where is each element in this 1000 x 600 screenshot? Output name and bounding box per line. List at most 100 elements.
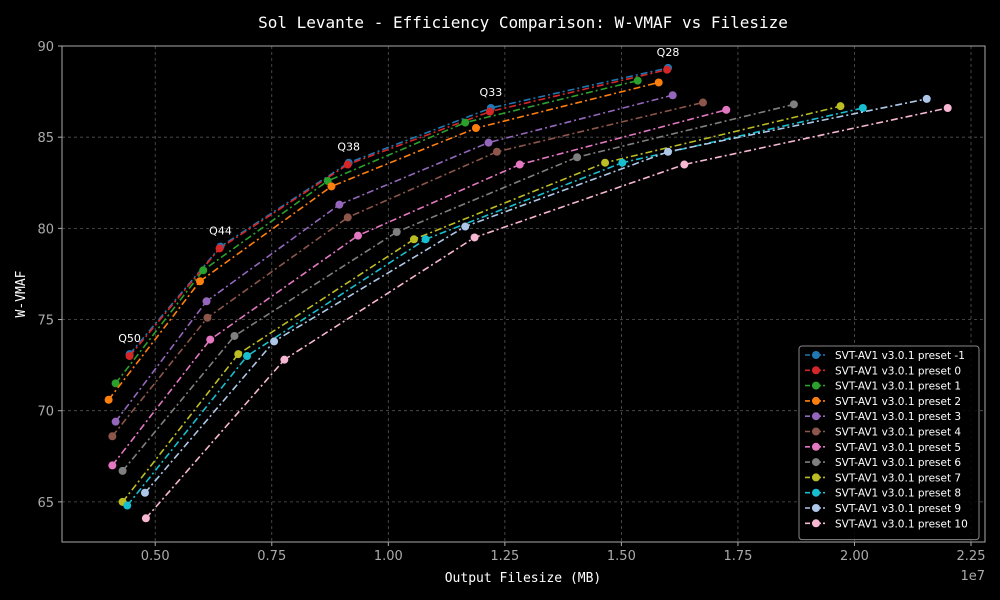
series-line bbox=[121, 103, 795, 472]
series-8 bbox=[118, 102, 845, 506]
x-tick-label: 0.75 bbox=[257, 549, 286, 564]
series-3 bbox=[104, 78, 663, 404]
data-point bbox=[633, 76, 642, 85]
data-point bbox=[215, 244, 224, 253]
data-point bbox=[722, 105, 731, 114]
data-point bbox=[698, 98, 707, 107]
data-point bbox=[203, 313, 212, 322]
data-point bbox=[421, 235, 430, 244]
y-tick-label: 75 bbox=[37, 314, 54, 329]
data-point bbox=[111, 379, 120, 388]
x-tick-label: 2.25 bbox=[957, 549, 986, 564]
legend: SVT-AV1 v3.0.1 preset -1 SVT-AV1 v3.0.1 p… bbox=[798, 345, 980, 541]
y-tick-label: 90 bbox=[37, 40, 54, 55]
series-6 bbox=[108, 105, 731, 470]
annotation-label: Q50 bbox=[118, 332, 141, 345]
legend-item: SVT-AV1 v3.0.1 preset 2 bbox=[805, 396, 961, 408]
data-point bbox=[199, 266, 208, 275]
x-axis-offset-label: 1e7 bbox=[960, 569, 985, 584]
y-axis-label: W-VMAF bbox=[14, 270, 29, 317]
legend-swatch-marker bbox=[812, 381, 820, 390]
x-tick-label: 0.50 bbox=[141, 549, 170, 564]
annotation-label: Q33 bbox=[480, 86, 503, 99]
data-point bbox=[461, 222, 470, 231]
legend-label: SVT-AV1 v3.0.1 preset 3 bbox=[835, 411, 961, 423]
data-point bbox=[270, 337, 279, 346]
x-tick-label: 1.25 bbox=[490, 549, 519, 564]
y-tick-label: 80 bbox=[37, 222, 54, 237]
legend-label: SVT-AV1 v3.0.1 preset 6 bbox=[835, 457, 961, 469]
legend-label: SVT-AV1 v3.0.1 preset 9 bbox=[835, 503, 961, 515]
y-tick-label: 85 bbox=[37, 131, 54, 146]
legend-label: SVT-AV1 v3.0.1 preset 2 bbox=[835, 396, 961, 408]
legend-swatch-marker bbox=[812, 427, 820, 436]
data-point bbox=[471, 124, 480, 133]
legend-label: SVT-AV1 v3.0.1 preset 0 bbox=[835, 365, 961, 377]
legend-item: SVT-AV1 v3.0.1 preset 7 bbox=[805, 472, 961, 484]
legend-item: SVT-AV1 v3.0.1 preset 8 bbox=[805, 488, 961, 500]
data-point bbox=[601, 158, 610, 167]
data-point bbox=[280, 355, 289, 364]
x-tick-label: 2.00 bbox=[840, 549, 869, 564]
data-point bbox=[663, 65, 672, 74]
data-point bbox=[354, 231, 363, 240]
legend-item: SVT-AV1 v3.0.1 preset -1 bbox=[805, 350, 965, 362]
data-point bbox=[858, 104, 867, 112]
data-point bbox=[680, 160, 689, 169]
series-9 bbox=[123, 104, 867, 510]
legend-item: SVT-AV1 v3.0.1 preset 4 bbox=[805, 427, 961, 439]
series-5 bbox=[108, 98, 707, 441]
data-point bbox=[409, 235, 418, 244]
data-point bbox=[392, 228, 401, 236]
chart-title: Sol Levante - Efficiency Comparison: W-V… bbox=[258, 13, 788, 32]
legend-swatch-marker bbox=[812, 504, 820, 512]
data-point bbox=[461, 118, 470, 127]
data-point bbox=[664, 147, 673, 156]
legend-label: SVT-AV1 v3.0.1 preset 5 bbox=[835, 442, 961, 454]
data-point bbox=[343, 213, 352, 222]
legend-swatch-marker bbox=[812, 366, 820, 375]
series-4 bbox=[111, 91, 677, 426]
y-tick-label: 70 bbox=[37, 405, 54, 420]
data-point bbox=[343, 160, 352, 169]
legend-item: SVT-AV1 v3.0.1 preset 9 bbox=[805, 503, 961, 515]
legend-swatch-marker bbox=[812, 458, 820, 467]
data-point bbox=[492, 147, 501, 156]
legend-swatch-marker bbox=[812, 519, 820, 528]
legend-item: SVT-AV1 v3.0.1 preset 10 bbox=[805, 518, 968, 530]
series-line bbox=[128, 68, 668, 357]
data-point bbox=[335, 200, 344, 209]
legend-item: SVT-AV1 v3.0.1 preset 6 bbox=[805, 457, 961, 469]
legend-label: SVT-AV1 v3.0.1 preset 4 bbox=[835, 427, 961, 439]
data-point bbox=[108, 461, 117, 470]
y-tick-label: 65 bbox=[37, 496, 54, 511]
annotations: Q50 Q44 Q38 Q33 Q28 bbox=[118, 46, 679, 345]
data-point bbox=[234, 350, 243, 359]
legend-item: SVT-AV1 v3.0.1 preset 5 bbox=[805, 442, 961, 454]
data-point bbox=[140, 488, 149, 497]
data-point bbox=[118, 466, 127, 475]
data-point bbox=[922, 94, 931, 103]
legend-swatch-marker bbox=[812, 396, 820, 405]
data-point bbox=[484, 138, 493, 147]
data-point bbox=[485, 107, 494, 116]
data-point bbox=[202, 297, 211, 306]
legend-box bbox=[798, 345, 980, 541]
legend-label: SVT-AV1 v3.0.1 preset -1 bbox=[835, 350, 965, 362]
data-point bbox=[125, 352, 134, 360]
data-point bbox=[470, 233, 479, 242]
data-point bbox=[836, 102, 845, 111]
data-point bbox=[654, 78, 663, 87]
data-point bbox=[789, 100, 798, 109]
series-10 bbox=[140, 94, 931, 497]
data-point bbox=[515, 160, 524, 169]
data-point bbox=[141, 514, 150, 523]
data-point bbox=[327, 182, 336, 191]
data-point bbox=[123, 501, 132, 510]
series-line bbox=[111, 101, 704, 437]
series-1 bbox=[125, 65, 672, 360]
x-tick-label: 1.00 bbox=[374, 549, 403, 564]
data-point bbox=[668, 91, 677, 100]
legend-swatch-marker bbox=[812, 412, 820, 421]
